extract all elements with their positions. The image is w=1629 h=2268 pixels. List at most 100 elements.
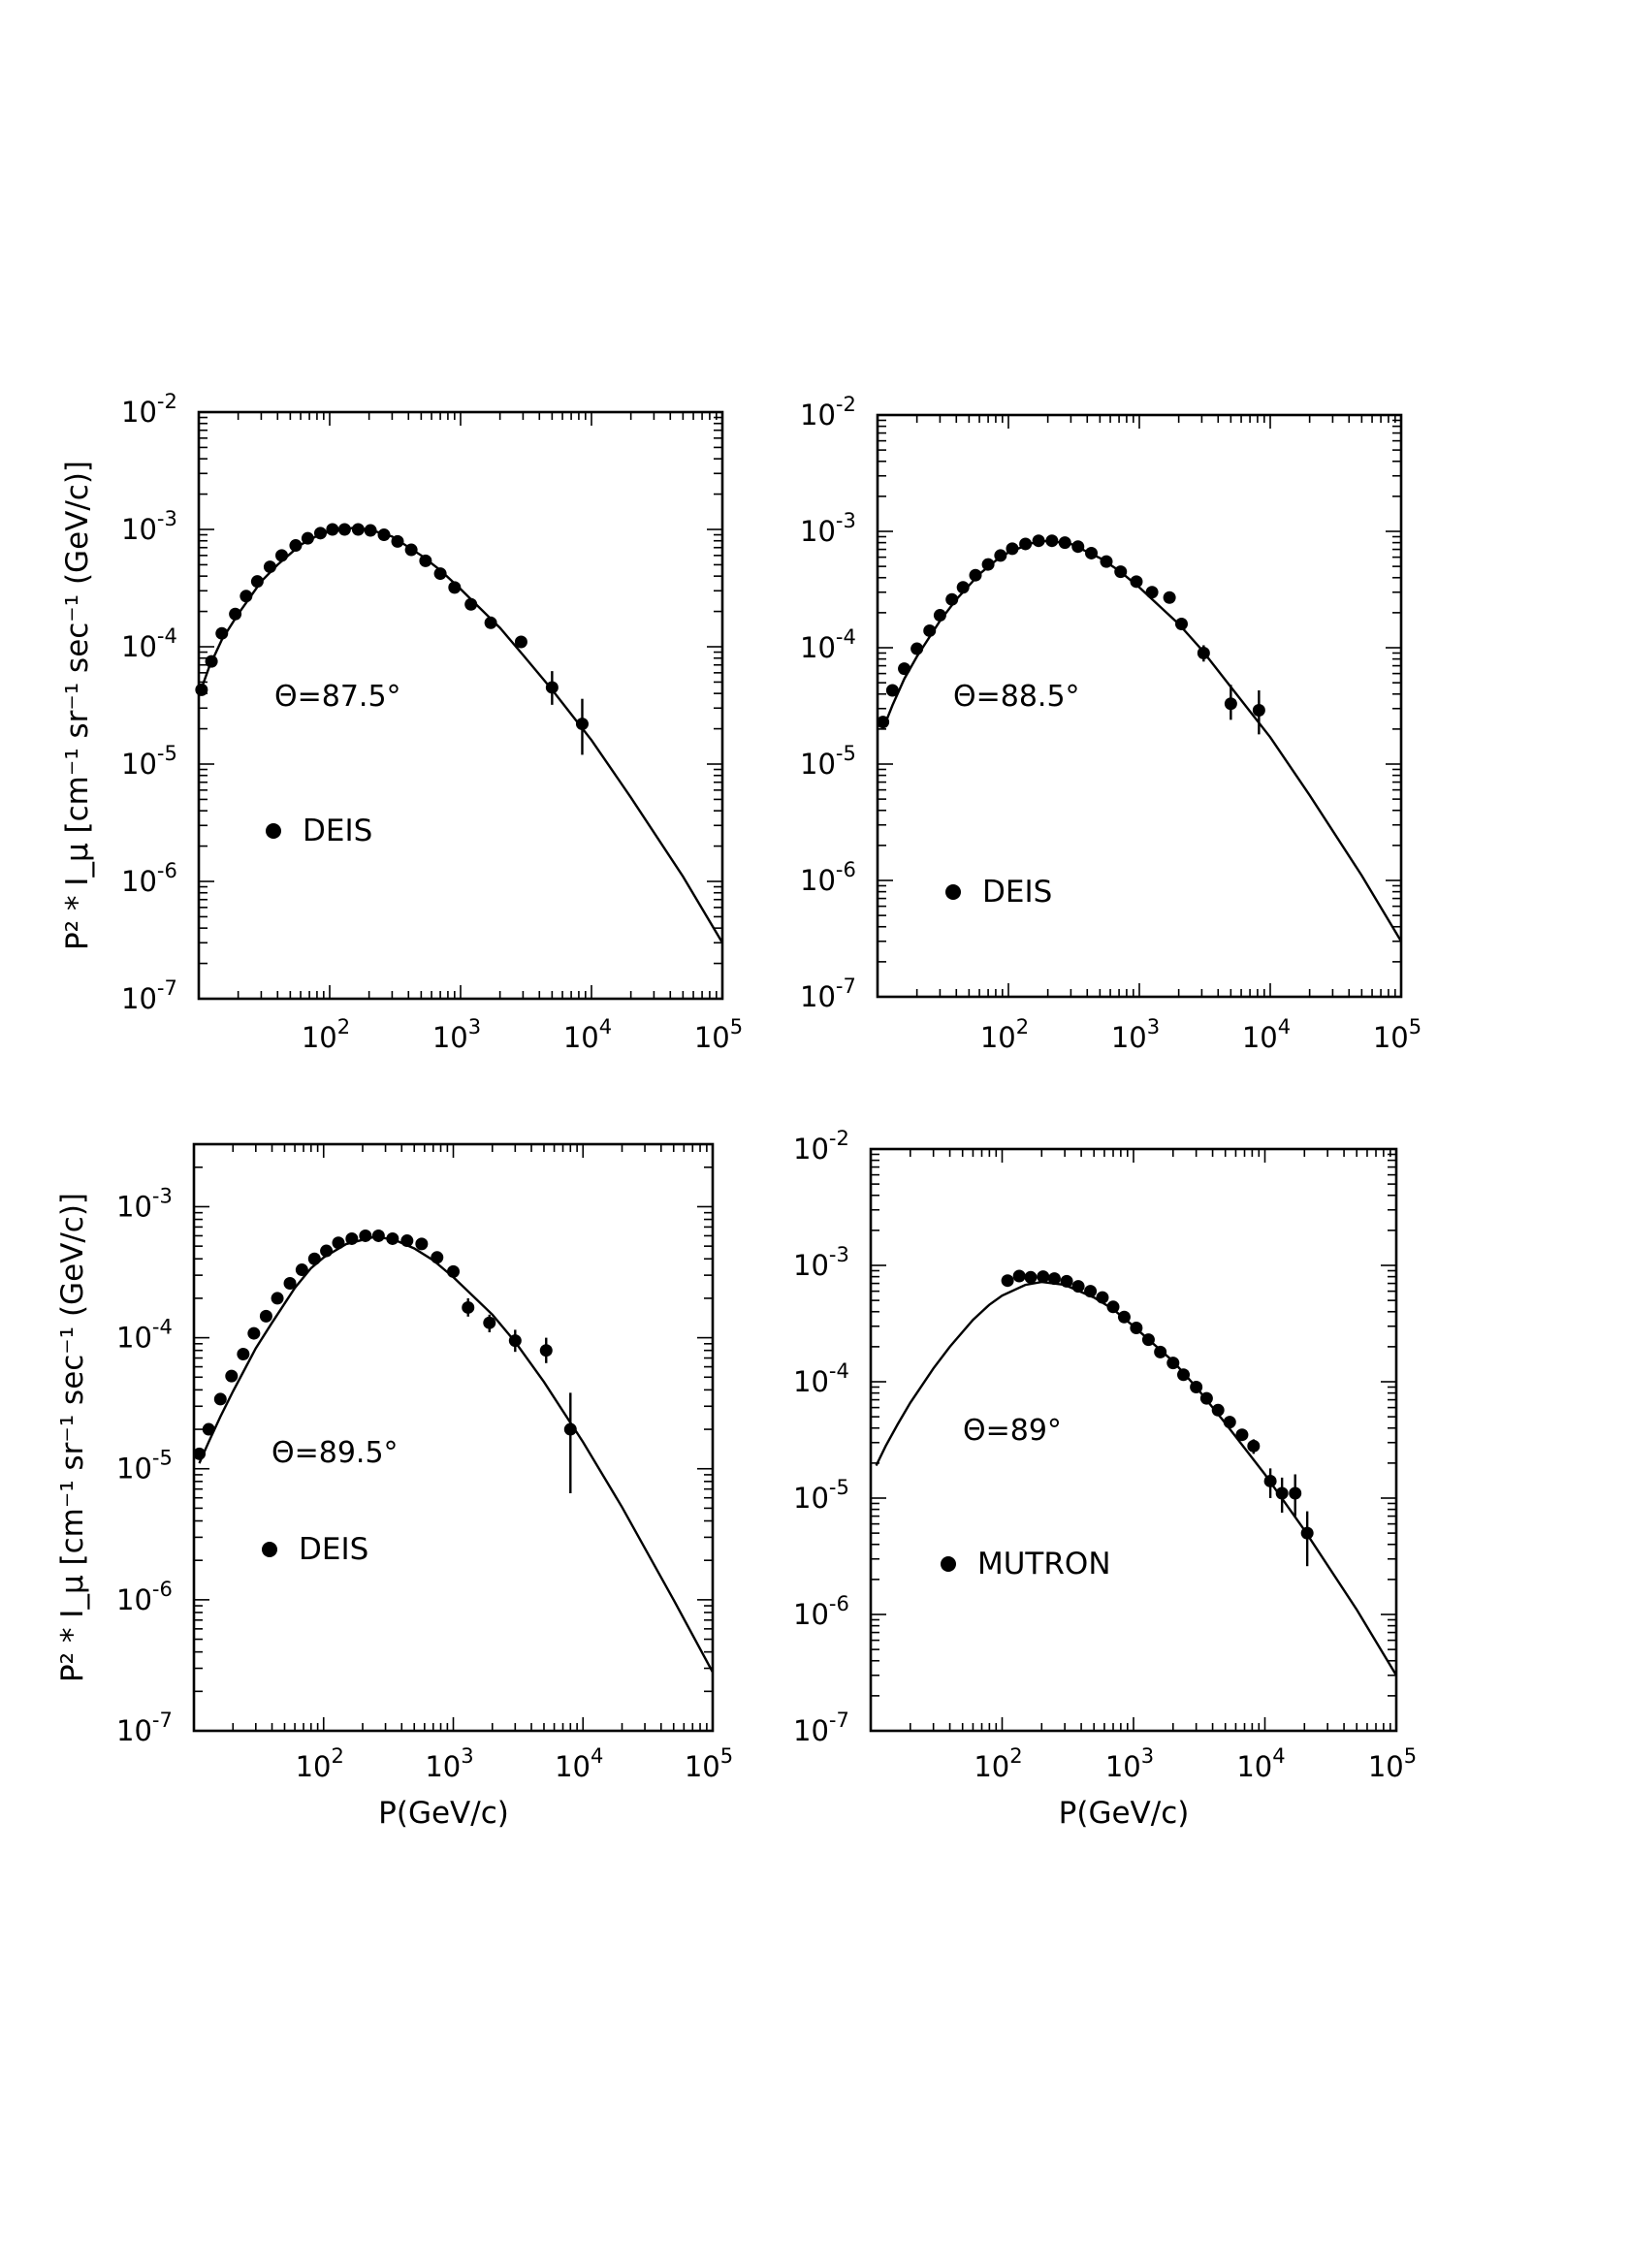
x-tick-label: 105 — [1368, 1744, 1417, 1783]
data-point — [945, 592, 959, 606]
y-tick-label: 10-3 — [800, 509, 856, 548]
data-point — [1199, 1391, 1213, 1405]
data-point — [1130, 1322, 1143, 1335]
data-point — [514, 635, 527, 649]
y-tick-label: 10-5 — [800, 742, 856, 781]
y-tick-label: 10-6 — [793, 1592, 849, 1631]
data-point — [1263, 1474, 1277, 1487]
angle-label: Θ=89° — [963, 1414, 1062, 1448]
data-point — [415, 1237, 429, 1251]
axis-ticks — [193, 1143, 714, 1732]
x-tick-label: 103 — [1105, 1744, 1154, 1783]
data-point — [337, 523, 351, 536]
data-point — [1058, 536, 1071, 550]
data-point — [419, 554, 432, 567]
x-tick-label: 102 — [302, 1015, 350, 1054]
data-point — [462, 1300, 475, 1314]
data-point — [1106, 1300, 1120, 1314]
y-tick-label: 10-2 — [800, 393, 856, 431]
data-point — [1235, 1428, 1249, 1442]
x-tick-label: 104 — [555, 1744, 603, 1783]
data-point — [956, 581, 970, 594]
y-tick-label: 10-6 — [800, 858, 856, 897]
x-tick-label: 102 — [974, 1744, 1022, 1783]
data-point — [1060, 1274, 1073, 1288]
angle-label: Θ=88.5° — [953, 680, 1080, 714]
model-curve — [198, 1235, 715, 1674]
data-point — [563, 1422, 577, 1436]
data-point — [202, 1422, 215, 1436]
x-axis-title: P(GeV/c) — [378, 1796, 509, 1831]
data-point — [508, 1334, 522, 1348]
data-point — [237, 1347, 250, 1360]
data-point — [205, 655, 218, 668]
data-point — [1001, 1274, 1014, 1288]
data-point — [240, 590, 253, 603]
data-point — [391, 534, 404, 548]
data-point — [332, 1236, 345, 1250]
y-axis-title: P² * I_μ [cm⁻¹ sr⁻¹ sec⁻¹ (GeV/c)] — [60, 461, 95, 950]
data-point — [1114, 565, 1128, 579]
data-point — [271, 1292, 284, 1305]
chart-panel-2: 102 103 104 105 10-7 10-6 10-5 10-4 10-3 10-2 Θ=88… — [800, 393, 1421, 1054]
data-point — [295, 1263, 308, 1277]
data-point — [1019, 537, 1033, 551]
data-point — [250, 575, 264, 589]
data-point — [377, 528, 391, 542]
y-tick-label: 10-7 — [121, 976, 177, 1015]
y-tick-label: 10-5 — [121, 742, 177, 781]
data-point — [910, 642, 924, 655]
data-point — [885, 684, 899, 697]
data-point — [933, 609, 946, 623]
y-tick-label: 10-4 — [800, 625, 856, 664]
data-point — [259, 1309, 272, 1323]
data-point — [1117, 1310, 1131, 1324]
data-point — [283, 1277, 297, 1291]
data-point — [447, 1264, 460, 1278]
y-tick-label: 10-2 — [121, 390, 177, 429]
data-point — [215, 626, 229, 640]
data-point — [1100, 555, 1113, 568]
y-tick-label: 10-2 — [793, 1127, 849, 1166]
data-point — [1024, 1270, 1038, 1284]
data-point — [1197, 646, 1210, 659]
data-point — [400, 1234, 414, 1248]
data-point — [923, 623, 937, 637]
data-point — [1071, 540, 1085, 554]
y-tick-label: 10-4 — [121, 624, 177, 663]
data-point — [1252, 704, 1265, 718]
data-point — [1177, 1368, 1191, 1382]
x-tick-label: 105 — [685, 1744, 733, 1783]
data-point — [1289, 1486, 1302, 1500]
axis-ticks — [877, 414, 1402, 998]
data-point — [1154, 1345, 1167, 1358]
x-tick-label: 104 — [1242, 1015, 1291, 1054]
data-point — [431, 1251, 444, 1264]
y-tick-label: 10-4 — [793, 1359, 849, 1398]
axis-ticks — [198, 411, 723, 1000]
x-tick-label: 103 — [432, 1015, 481, 1054]
data-point — [213, 1392, 227, 1406]
data-point — [545, 681, 559, 694]
x-tick-label: 105 — [1373, 1015, 1421, 1054]
legend-label: MUTRON — [977, 1547, 1111, 1581]
x-axis-title: P(GeV/c) — [1059, 1796, 1190, 1831]
data-point — [1045, 534, 1059, 548]
x-tick-label: 104 — [563, 1015, 612, 1054]
data-point — [247, 1326, 261, 1340]
x-tick-label: 103 — [425, 1744, 473, 1783]
angle-label: Θ=89.5° — [272, 1436, 399, 1470]
data-point — [1224, 697, 1237, 711]
data-point — [1275, 1486, 1289, 1500]
data-point — [1174, 618, 1188, 631]
data-point — [345, 1231, 359, 1245]
data-point — [195, 683, 208, 696]
data-point — [1130, 575, 1143, 589]
y-tick-label: 10-4 — [116, 1316, 173, 1355]
data-point — [225, 1369, 239, 1383]
y-tick-label: 10-7 — [800, 974, 856, 1013]
data-point — [1211, 1403, 1225, 1417]
data-point — [371, 1229, 385, 1242]
chart-panel-1: 102 103 104 105 10-7 10-6 10-5 10-4 10-3 10-2 Θ=87… — [60, 390, 743, 1054]
